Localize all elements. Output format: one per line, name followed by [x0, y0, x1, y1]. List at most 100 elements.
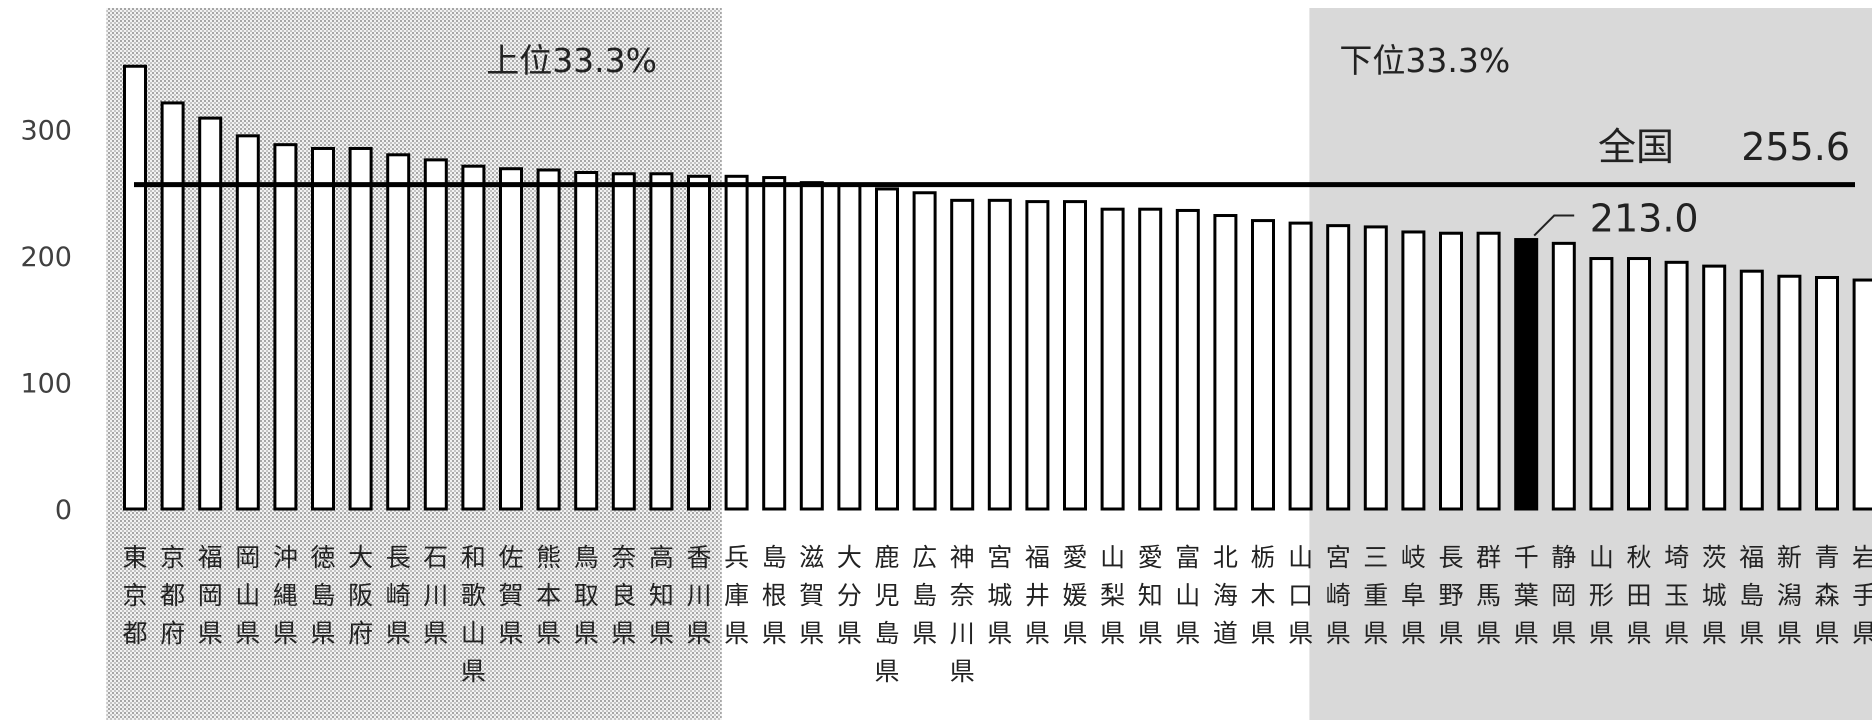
x-tick-label: 京都府: [160, 543, 185, 648]
x-tick-label: 千葉県: [1514, 543, 1539, 648]
y-axis: 0 100 200 300: [20, 116, 72, 527]
x-tick-label: 徳島県: [310, 543, 335, 648]
bar: [1063, 200, 1087, 511]
bar: [235, 134, 260, 511]
bar: [611, 172, 636, 511]
x-tick-label: 山梨県: [1100, 543, 1125, 648]
highlight-value-label: 213.0: [1590, 197, 1699, 241]
bar: [762, 176, 787, 511]
x-tick-label: 栃木県: [1250, 543, 1275, 648]
x-tick-label: 島根県: [762, 543, 787, 648]
x-tick-label: 静岡県: [1551, 543, 1576, 648]
bar: [1777, 274, 1802, 511]
x-tick-label: 群馬県: [1476, 543, 1501, 648]
bar: [687, 174, 711, 511]
bar: [499, 167, 523, 511]
x-tick-label: 兵庫県: [724, 543, 749, 648]
bar: [1627, 257, 1651, 511]
x-tick-label: 宮崎県: [1326, 543, 1351, 648]
highlight-leader-line: [1533, 214, 1575, 237]
x-tick-label: 富山県: [1175, 543, 1200, 648]
x-tick-label: 新潟県: [1777, 543, 1802, 648]
bar: [1702, 264, 1727, 511]
x-tick-label: 石川県: [423, 543, 448, 648]
x-tick-label: 佐賀県: [498, 543, 523, 648]
x-tick-label: 北海道: [1213, 543, 1238, 648]
bar: [461, 164, 486, 511]
bar: [1363, 225, 1388, 511]
bar: [1175, 208, 1200, 511]
bar-series: [123, 64, 1872, 511]
bar: [1852, 278, 1872, 511]
bar: [1589, 257, 1614, 511]
bar: [1551, 241, 1576, 511]
x-tick-label: 鹿児島県: [874, 543, 899, 686]
x-tick-label: 奈良県: [611, 543, 636, 648]
x-tick-label: 宮城県: [987, 543, 1012, 648]
bar: [912, 191, 937, 511]
x-tick-label: 東京都: [122, 543, 147, 648]
bar: [574, 171, 599, 511]
reference-line-value: 255.6: [1741, 125, 1850, 169]
x-tick-label: 沖縄県: [273, 543, 298, 648]
x-tick-label: 福井県: [1025, 543, 1050, 648]
bar: [1025, 200, 1050, 511]
y-tick-label: 200: [20, 242, 72, 273]
y-tick-label: 100: [20, 369, 72, 400]
x-tick-label: 青森県: [1814, 543, 1839, 648]
bar: [348, 146, 373, 511]
x-tick-label: 三重県: [1363, 543, 1388, 648]
x-tick-label: 熊本県: [536, 543, 561, 648]
bar: [273, 143, 298, 511]
bar: [311, 146, 335, 511]
x-tick-label: 和歌山県: [461, 543, 486, 686]
bar: [724, 174, 749, 511]
bar: [1138, 207, 1163, 511]
bar: [423, 158, 448, 511]
y-tick-label: 0: [55, 495, 72, 526]
x-tick-label: 愛知県: [1138, 543, 1163, 648]
bar: [1476, 231, 1501, 511]
bar: [160, 101, 185, 511]
x-tick-label: 岡山県: [235, 543, 260, 648]
bar: [1100, 207, 1125, 511]
x-tick-label: 岐阜県: [1401, 543, 1426, 648]
bar: [1326, 224, 1351, 511]
x-tick-label: 岩手県: [1852, 543, 1872, 648]
reference-line-label: 全国: [1598, 125, 1674, 169]
bar: [837, 183, 862, 511]
x-tick-label: 秋田県: [1626, 543, 1651, 648]
bar: [649, 172, 674, 511]
bar: [1739, 269, 1764, 511]
bar: [799, 181, 824, 511]
x-axis: 東京都京都府福岡県岡山県沖縄県徳島県大阪府長崎県石川県和歌山県佐賀県熊本県鳥取県…: [122, 543, 1872, 686]
y-tick-label: 300: [20, 116, 72, 147]
x-tick-label: 神奈川県: [950, 543, 975, 686]
x-tick-label: 茨城県: [1702, 543, 1727, 648]
bar: [1251, 219, 1275, 511]
band-label-1: 上位33.3%: [486, 41, 657, 80]
x-tick-label: 長崎県: [386, 543, 411, 648]
bar: [875, 187, 899, 511]
bar: [1213, 214, 1238, 511]
bar: [123, 64, 147, 511]
x-tick-label: 福島県: [1739, 543, 1764, 648]
x-tick-label: 鳥取県: [574, 543, 599, 648]
x-tick-label: 高知県: [649, 543, 674, 648]
x-tick-label: 山口県: [1288, 543, 1313, 648]
bar: [950, 198, 975, 511]
x-tick-label: 福岡県: [198, 543, 223, 648]
x-tick-label: 大阪府: [348, 543, 373, 648]
bar: [1401, 230, 1426, 511]
bar: [1664, 260, 1689, 511]
x-tick-label: 大分県: [837, 543, 862, 648]
bar: [1815, 276, 1839, 511]
annotation-layer: 全国 255.6 213.0: [134, 125, 1855, 241]
x-tick-label: 長野県: [1438, 543, 1463, 648]
bar: [198, 116, 223, 511]
x-tick-label: 広島県: [912, 543, 937, 648]
bar: [386, 153, 411, 511]
band-label-2: 下位33.3%: [1339, 41, 1510, 80]
